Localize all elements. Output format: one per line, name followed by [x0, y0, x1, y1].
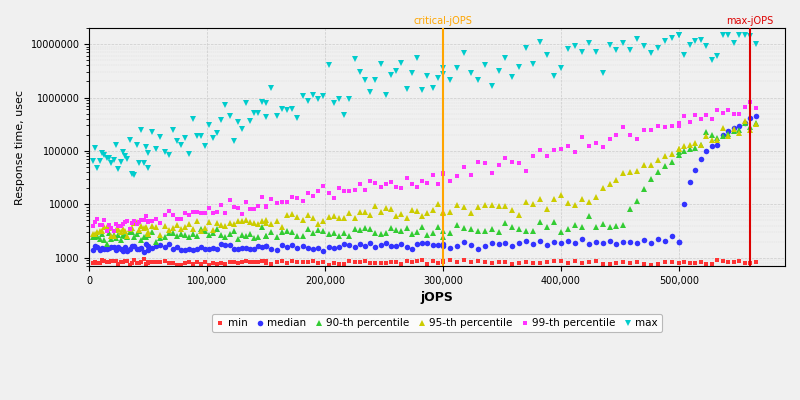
95-th percentile [120, 228, 130, 233]
90-th percentile [147, 230, 157, 235]
Line: 99-th percentile: 99-th percentile [90, 100, 758, 233]
Y-axis label: Response time, usec: Response time, usec [15, 90, 25, 204]
min [750, 259, 760, 264]
Text: max-jOPS: max-jOPS [726, 16, 774, 26]
max [120, 154, 130, 159]
99-th percentile [99, 217, 109, 222]
median [139, 249, 149, 254]
min [106, 259, 116, 264]
Line: max: max [90, 32, 758, 178]
max [130, 173, 139, 178]
90-th percentile [122, 234, 132, 239]
95-th percentile [740, 118, 750, 123]
X-axis label: jOPS: jOPS [421, 291, 454, 304]
median [106, 245, 116, 250]
99-th percentile [750, 106, 760, 111]
Line: 95-th percentile: 95-th percentile [90, 118, 758, 239]
99-th percentile [88, 223, 98, 228]
Line: min: min [90, 256, 758, 267]
95-th percentile [106, 234, 116, 238]
90-th percentile [88, 234, 98, 239]
min [99, 258, 109, 263]
99-th percentile [122, 218, 132, 223]
median [120, 245, 130, 250]
Line: 90-th percentile: 90-th percentile [90, 120, 758, 246]
Text: critical-jOPS: critical-jOPS [414, 16, 473, 26]
median [147, 246, 157, 251]
90-th percentile [99, 237, 109, 242]
min [172, 263, 182, 268]
median [746, 116, 755, 121]
95-th percentile [122, 234, 132, 239]
95-th percentile [88, 232, 98, 236]
median [99, 247, 109, 252]
99-th percentile [746, 100, 755, 104]
90-th percentile [102, 241, 111, 246]
median [750, 114, 760, 119]
99-th percentile [147, 218, 157, 223]
min [139, 256, 149, 261]
90-th percentile [109, 233, 118, 238]
95-th percentile [282, 212, 292, 217]
90-th percentile [750, 120, 760, 125]
99-th percentile [109, 229, 118, 234]
max [282, 108, 292, 112]
min [120, 258, 130, 263]
max [106, 161, 116, 166]
min [345, 259, 354, 264]
min [287, 259, 297, 264]
99-th percentile [282, 200, 292, 205]
max [339, 113, 349, 118]
min [88, 260, 98, 265]
95-th percentile [147, 224, 157, 229]
95-th percentile [99, 225, 109, 230]
max [147, 130, 157, 135]
95-th percentile [339, 216, 349, 221]
Legend: min, median, 90-th percentile, 95-th percentile, 99-th percentile, max: min, median, 90-th percentile, 95-th per… [212, 314, 662, 332]
max [99, 152, 109, 157]
90-th percentile [746, 125, 755, 130]
max [88, 158, 98, 163]
max [750, 42, 760, 46]
99-th percentile [339, 189, 349, 194]
99-th percentile [106, 225, 116, 230]
max [674, 32, 684, 37]
95-th percentile [750, 122, 760, 126]
median [339, 241, 349, 246]
90-th percentile [339, 230, 349, 235]
min [147, 260, 157, 264]
Line: median: median [90, 114, 758, 254]
median [88, 248, 98, 252]
